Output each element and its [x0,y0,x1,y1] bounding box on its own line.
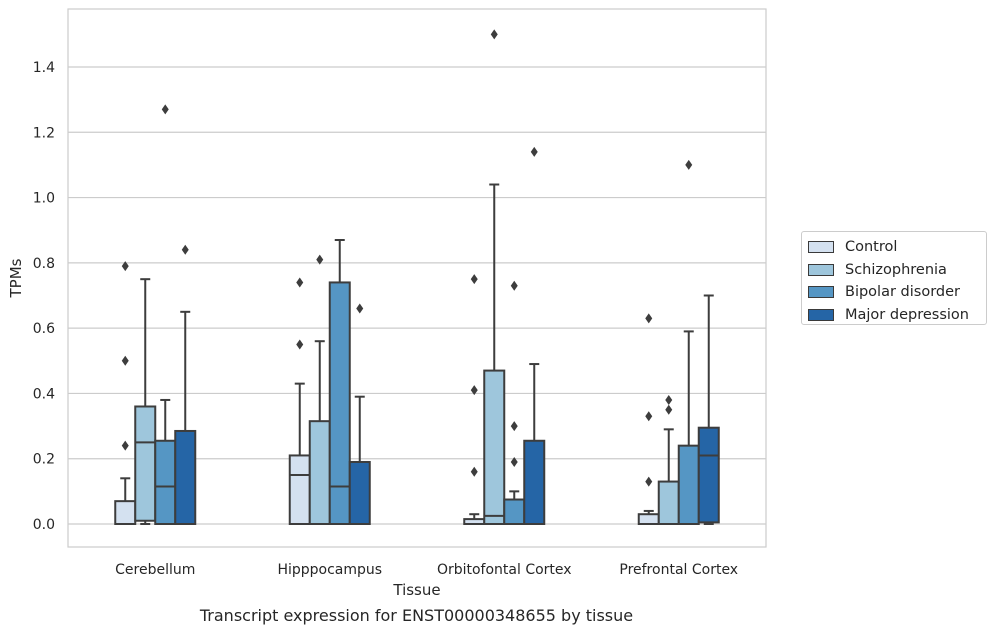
box-major-depression-orbitofontal-cortex [523,146,546,525]
legend-item-major-depression: Major depression [808,304,986,327]
box-schizophrenia-hipppocampus [308,254,331,525]
outlier-point [530,146,538,157]
outlier-point [356,303,364,314]
outlier-point [121,355,129,366]
outlier-point [470,466,478,477]
box-iqr [328,281,351,526]
box-major-depression-cerebellum [174,244,197,526]
box-iqr [114,500,137,525]
legend-swatch [808,241,834,254]
legend-item-schizophrenia: Schizophrenia [808,259,986,282]
box-iqr [637,513,660,526]
box-iqr [154,439,177,525]
box-major-depression-prefrontal-cortex [697,294,720,525]
box-iqr [308,420,331,525]
outlier-point [121,261,129,272]
x-tick-label: Orbitofontal Cortex [437,562,572,578]
outlier-point [470,385,478,396]
legend-label: Control [845,239,898,256]
box-schizophrenia-orbitofontal-cortex [483,29,506,526]
box-major-depression-hipppocampus [348,303,371,526]
outlier-point [665,394,673,405]
outlier-point [645,411,653,422]
x-axis-label: Tissue [392,581,440,599]
y-tick-label: 0.4 [33,386,55,402]
outlier-point [470,274,478,285]
legend-item-bipolar-disorder: Bipolar disorder [808,281,986,304]
legend: Control Schizophrenia Bipolar disorder Majo… [801,231,987,325]
box-iqr [697,426,720,524]
legend-swatch [808,263,834,276]
outlier-point [510,280,518,291]
outlier-point [665,404,673,415]
y-tick-label: 0.2 [33,452,55,468]
x-tick-labels: Cerebellum Hipppocampus Orbitofontal Corte… [115,562,738,578]
outlier-point [685,159,693,170]
box-groups [114,29,720,526]
box-control-prefrontal-cortex [637,313,660,526]
outlier-point [510,421,518,432]
y-tick-label: 1.4 [33,60,55,76]
box-iqr [288,454,311,526]
box-bipolar-disorder-hipppocampus [328,239,351,526]
box-iqr [348,460,371,526]
legend-label: Bipolar disorder [845,284,960,301]
y-tick-label: 0.0 [33,517,55,533]
outlier-point [161,104,169,115]
outlier-point [316,254,324,265]
box-iqr [523,439,546,525]
legend-item-control: Control [808,236,986,259]
x-tick-label: Cerebellum [115,562,195,578]
x-tick-label: Prefrontal Cortex [619,562,738,578]
outlier-point [296,339,304,350]
y-tick-label: 0.8 [33,256,55,272]
y-tick-label: 1.0 [33,191,55,207]
outlier-point [181,244,189,255]
outlier-point [510,456,518,467]
y-tick-label: 0.6 [33,321,55,337]
y-tick-labels: 0.0 0.2 0.4 0.6 0.8 1.0 1.2 1.4 [33,60,55,533]
box-iqr [657,480,680,526]
box-iqr [483,369,506,526]
box-bipolar-disorder-orbitofontal-cortex [503,280,526,525]
outlier-point [296,277,304,288]
box-iqr [174,429,197,526]
box-control-cerebellum [114,261,137,525]
outlier-point [121,440,129,451]
x-tick-label: Hipppocampus [277,562,382,578]
outlier-point [490,29,498,40]
box-control-hipppocampus [288,277,311,526]
box-iqr [677,444,700,525]
legend-label: Schizophrenia [845,261,947,278]
outlier-point [645,313,653,324]
box-iqr [134,405,157,522]
box-schizophrenia-prefrontal-cortex [657,394,680,526]
y-axis-label: TPMs [7,258,25,298]
legend-label: Major depression [845,306,969,323]
chart-caption: Transcript expression for ENST0000034865… [199,606,634,625]
legend-swatch [808,286,834,299]
y-tick-label: 1.2 [33,125,55,141]
outlier-point [645,476,653,487]
box-iqr [503,498,526,525]
legend-swatch [808,308,834,321]
